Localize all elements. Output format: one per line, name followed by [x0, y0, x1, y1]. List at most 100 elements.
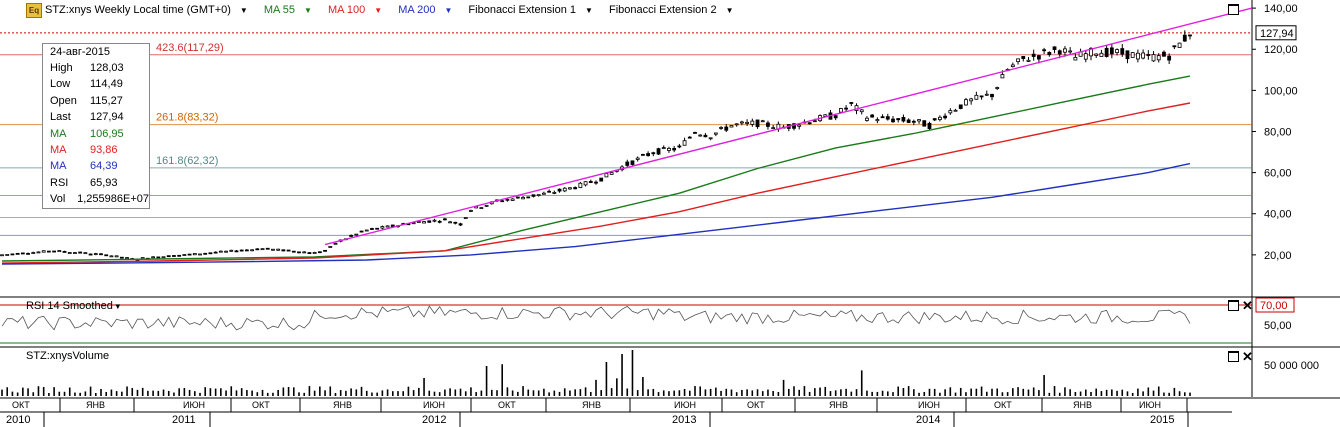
candle-body: [807, 122, 812, 125]
candle-body: [557, 188, 562, 192]
candle-body: [1000, 74, 1005, 79]
trend-line: [324, 7, 1253, 246]
candle-body: [234, 250, 239, 253]
candle-body: [911, 120, 916, 123]
candle-body: [5, 254, 10, 256]
rsi-close-icon[interactable]: ✕: [1242, 298, 1253, 313]
candle-body: [1125, 50, 1130, 60]
candle-body: [1151, 54, 1156, 62]
candle-body: [891, 118, 895, 123]
candle-body: [93, 253, 98, 256]
candle-body: [729, 125, 734, 128]
candle-body: [1052, 46, 1057, 50]
candle-body: [328, 246, 333, 248]
candle-body: [583, 181, 588, 186]
candle-body: [437, 220, 442, 223]
candle-body: [213, 251, 218, 254]
candle-body: [46, 250, 51, 253]
candle-body: [760, 120, 765, 123]
candle-body: [1177, 42, 1182, 48]
candle-body: [422, 221, 426, 224]
rsi-level-box: [1255, 297, 1295, 313]
volume-close-icon[interactable]: ✕: [1242, 349, 1253, 364]
year-label: 2014: [916, 414, 940, 426]
candle-body: [995, 87, 1000, 89]
candle-body: [536, 194, 541, 197]
candle-body: [73, 252, 77, 254]
candle-body: [114, 255, 119, 258]
y-tick-label: 80,00: [1264, 126, 1292, 138]
y-tick-label: 100,00: [1264, 85, 1298, 97]
month-label: ЯНВ: [86, 400, 105, 410]
candle-body: [469, 210, 473, 212]
month-label: ЯНВ: [1073, 400, 1092, 410]
fib-level-label: 161.8(62,32): [156, 155, 218, 167]
data-window-value: 128,03: [90, 62, 124, 74]
rsi-maximize-icon[interactable]: [1228, 300, 1239, 311]
candle-body: [682, 140, 687, 146]
candle-body: [192, 253, 197, 256]
candle-body: [745, 121, 750, 124]
candle-body: [937, 116, 942, 121]
candle-body: [552, 192, 557, 194]
candle-body: [661, 147, 666, 149]
maximize-icon[interactable]: [1228, 4, 1239, 15]
ma55-legend[interactable]: MA 55 ▼: [263, 4, 312, 16]
candle-body: [333, 242, 338, 245]
candle-body: [1016, 58, 1020, 63]
year-label: 2010: [6, 414, 30, 426]
month-label: ЯНВ: [333, 400, 352, 410]
data-window-key: MA: [50, 143, 67, 156]
fib2-legend[interactable]: Fibonacci Extension 2 ▼: [608, 4, 734, 16]
candle-body: [0, 254, 4, 257]
candle-body: [1094, 53, 1099, 56]
candle-body: [979, 95, 984, 98]
candle-body: [599, 177, 604, 182]
data-window-value: 115,27: [90, 94, 123, 107]
candle-body: [390, 224, 395, 227]
candle-body: [1073, 56, 1078, 61]
candle-body: [1109, 47, 1114, 55]
rsi-line: [1, 305, 1191, 331]
month-label: ЯНВ: [582, 400, 601, 410]
rsi-panel-title[interactable]: RSI 14 Smoothed▼: [26, 300, 122, 312]
fib-level-label: 423.6(117,29): [156, 42, 224, 54]
candle-body: [640, 153, 645, 156]
candle-body: [656, 148, 661, 155]
data-window-row: Open 115,27: [43, 93, 149, 109]
candle-body: [218, 250, 223, 253]
candle-body: [239, 249, 244, 252]
data-window-row: MA 106,95: [43, 126, 149, 142]
ma200-legend[interactable]: MA 200 ▼: [398, 4, 453, 16]
candle-body: [250, 249, 255, 252]
fib1-legend[interactable]: Fibonacci Extension 1 ▼: [468, 4, 593, 16]
month-label: ИЮН: [183, 400, 205, 410]
candle-body: [1182, 34, 1187, 42]
candle-body: [271, 248, 275, 251]
ma-line-ma55: [1, 75, 1191, 262]
volume-maximize-icon[interactable]: [1228, 351, 1239, 362]
candle-body: [906, 119, 911, 123]
candle-body: [484, 204, 489, 207]
candle-body: [734, 123, 739, 126]
candle-body: [260, 248, 265, 251]
candle-body: [203, 252, 208, 255]
candle-body: [958, 104, 963, 109]
candle-body: [646, 153, 651, 157]
candle-body: [1010, 64, 1015, 67]
candle-body: [948, 110, 953, 114]
candle-body: [432, 219, 437, 222]
candle-body: [974, 94, 979, 100]
candle-body: [896, 118, 901, 121]
candle-body: [244, 249, 249, 252]
candle-body: [739, 121, 744, 124]
month-label: ИЮН: [423, 400, 445, 410]
candle-body: [541, 192, 546, 195]
data-window-value: 106,95: [90, 127, 124, 140]
candle-body: [812, 120, 817, 123]
symbol-title[interactable]: STZ:xnys Weekly Local time (GMT+0) ▼: [45, 4, 248, 16]
last-price-label: 127,94: [1260, 28, 1294, 40]
ma100-legend[interactable]: MA 100 ▼: [327, 4, 383, 16]
app-logo-icon[interactable]: Eq: [26, 2, 42, 18]
candle-body: [838, 108, 843, 113]
